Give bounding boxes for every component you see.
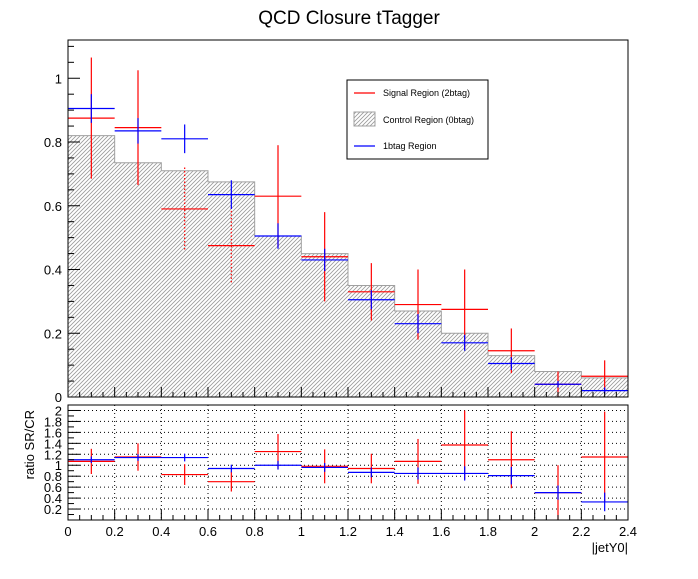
ratio-xtick-label: 2.2: [572, 524, 590, 539]
chart-title: QCD Closure tTagger: [258, 8, 440, 29]
ratio-xtick-label: 1.6: [432, 524, 450, 539]
ratio-xtick-label: 1.2: [339, 524, 357, 539]
ratio-ytick-label: 2: [55, 403, 62, 418]
cr-outline: [67, 135, 629, 397]
ratio-ytick-label: 1.2: [44, 447, 62, 462]
ratio-y-axis-title: ratio SR/CR: [22, 410, 37, 479]
legend-label-control: Control Region (0btag): [383, 115, 474, 125]
cr-bar-3: [208, 181, 255, 397]
ratio-ytick-label: 1.6: [44, 425, 62, 440]
cr-bar-1: [114, 162, 162, 397]
ratio-frame: [67, 404, 629, 521]
ratio-xtick-label: 1.8: [479, 524, 497, 539]
ratio-ytick-label: 0.4: [44, 491, 62, 506]
ratio-ytick-label: 0.2: [44, 502, 62, 517]
cr-bar-0: [68, 135, 115, 397]
main-ytick-label: 1: [55, 71, 62, 86]
legend-label-signal: Signal Region (2btag): [383, 88, 470, 98]
ratio-xtick-label: 0: [64, 524, 71, 539]
ratio-ytick-label: 0.8: [44, 469, 62, 484]
ratio-xtick-label: 2: [531, 524, 538, 539]
ratio-xtick-label: 2.4: [619, 524, 637, 539]
ratio-ytick-label: 0.6: [44, 480, 62, 495]
main-ytick-label: 0.8: [44, 135, 62, 150]
legend-label-onebtag: 1btag Region: [383, 141, 437, 151]
ratio-ytick-label: 1.4: [44, 436, 62, 451]
cr-bar-2: [161, 170, 208, 397]
ratio-xtick-label: 0.4: [152, 524, 170, 539]
ratio-xtick-label: 0.2: [106, 524, 124, 539]
main-ytick-label: 0.2: [44, 326, 62, 341]
legend-swatch-control: [353, 111, 376, 127]
main-ytick-label: 0: [55, 390, 62, 405]
ratio-xtick-label: 1.4: [386, 524, 404, 539]
ratio-xtick-label: 1: [298, 524, 305, 539]
main-ytick-label: 0.6: [44, 199, 62, 214]
main-ytick-label: 0.4: [44, 263, 62, 278]
cr-bar-4: [254, 236, 302, 397]
x-axis-title: |jetY0|: [592, 540, 628, 555]
ratio-ytick-label: 1.8: [44, 414, 62, 429]
ratio-xtick-label: 0.6: [199, 524, 217, 539]
ratio-xtick-label: 0.8: [246, 524, 264, 539]
ratio-ytick-label: 1: [55, 458, 62, 473]
